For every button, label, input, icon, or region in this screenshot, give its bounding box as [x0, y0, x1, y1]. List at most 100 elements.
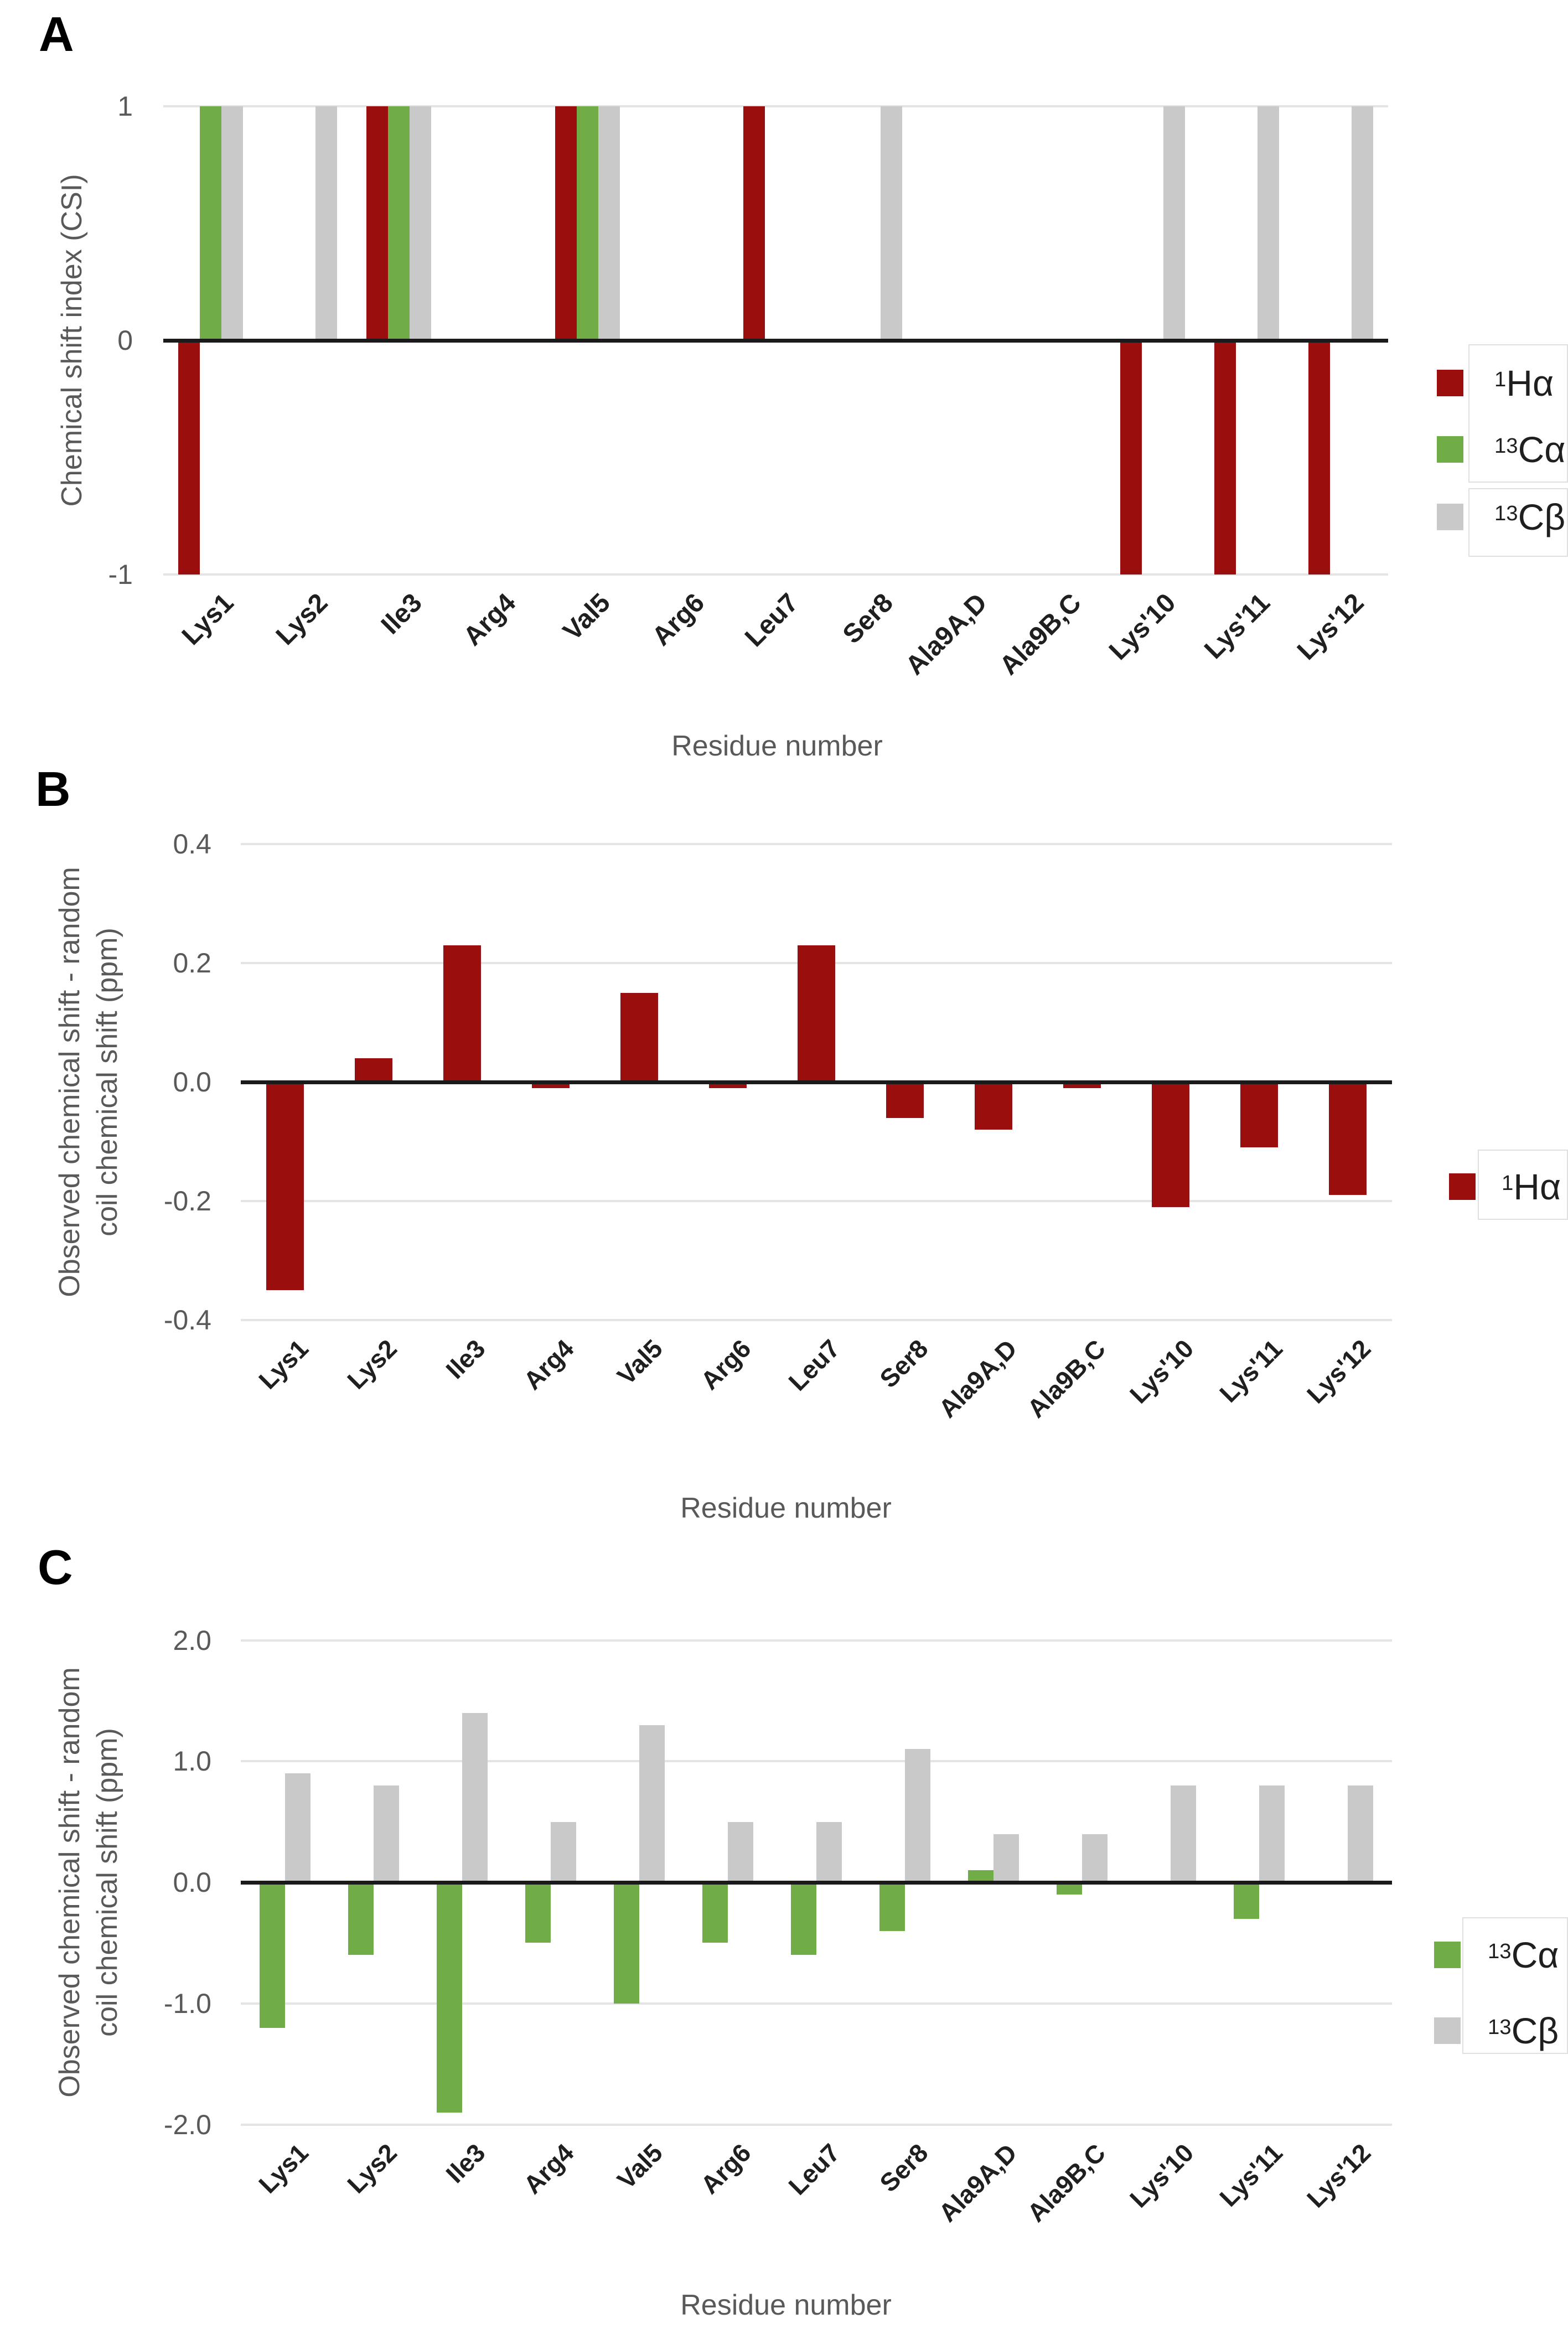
legend-swatch-c-Cβ — [1434, 2017, 1461, 2044]
chart-a-legend-box-lower — [1468, 488, 1568, 557]
panel-label-a: A — [39, 7, 74, 61]
bar-c-13Ca-Lys'11 — [1234, 1882, 1259, 1919]
chart-c-x-axis-title: Residue number — [680, 2289, 892, 2321]
bar-c-13Ca-Lys2 — [348, 1882, 374, 1955]
chart-c-x-label-Lys'10: Lys'10 — [1124, 2138, 1199, 2213]
chart-c-x-label-Ser8: Ser8 — [874, 2138, 934, 2198]
legend-label-a-Cβ: 13Cβ — [1494, 496, 1566, 537]
chart-b-y-tick--0.2: -0.2 — [163, 1186, 211, 1217]
bar-b-1Ha-Lys2 — [355, 1058, 392, 1082]
legend-swatch-a-Cα — [1437, 436, 1463, 463]
chart-b-zero-axis — [241, 1080, 1392, 1084]
chart-c-y-tick--2.0: -2.0 — [163, 2109, 211, 2140]
legend-swatch-a-Cβ — [1437, 504, 1463, 530]
chart-c-x-label-Arg4: Arg4 — [518, 2138, 579, 2199]
bar-a-1Ha-Val5 — [555, 106, 577, 340]
chart-a-x-axis-title: Residue number — [671, 730, 883, 762]
chart-c-x-label-Val5: Val5 — [611, 2138, 668, 2195]
chart-c-y-axis-title-line1: Observed chemical shift - random — [54, 1667, 86, 2098]
panel-label-c: C — [38, 1540, 73, 1595]
bar-b-1Ha-Lys'10 — [1152, 1082, 1189, 1207]
bar-c-13Ca-Ile3 — [437, 1882, 462, 2113]
bar-b-1Ha-Ala9B,C — [1063, 1082, 1101, 1088]
bar-c-13Cb-Leu7 — [816, 1821, 842, 1882]
chart-c-x-label-Lys2: Lys2 — [341, 2138, 402, 2199]
bar-a-1Ha-Lys'12 — [1308, 340, 1331, 575]
chart-a-x-label-Ala9A,D: Ala9A,D — [900, 588, 993, 681]
bar-c-13Ca-Ala9A,D — [968, 1870, 993, 1882]
bar-b-1Ha-Lys1 — [266, 1082, 304, 1291]
chart-a-y-tick-0: 0 — [117, 325, 133, 356]
bar-a-13Cb-Lys'10 — [1163, 106, 1185, 340]
chart-b-x-label-Ser8: Ser8 — [874, 1334, 934, 1394]
chart-a-y-tick-1: 1 — [117, 91, 133, 122]
bar-a-13Cb-Val5 — [598, 106, 620, 340]
chart-a-x-label-Lys'11: Lys'11 — [1198, 588, 1276, 665]
chart-a-x-label-Ile3: Ile3 — [375, 588, 428, 640]
bar-c-13Cb-Arg4 — [551, 1821, 576, 1882]
bar-a-1Ha-Lys1 — [178, 340, 200, 575]
chart-b-y-axis-title-line1: Observed chemical shift - random — [54, 867, 86, 1297]
chart-a-x-label-Ser8: Ser8 — [837, 588, 899, 650]
bar-b-1Ha-Lys'12 — [1329, 1082, 1367, 1195]
bar-c-13Cb-Lys'12 — [1348, 1785, 1373, 1882]
chart-a-gridline-1 — [163, 105, 1388, 107]
chart-b-gridline--0.2 — [241, 1200, 1392, 1202]
legend-swatch-a-Hα — [1437, 370, 1463, 396]
chart-a-x-label-Lys2: Lys2 — [270, 588, 334, 651]
legend-swatch-c-Cα — [1434, 1942, 1461, 1968]
chart-c-gridline--1.0 — [241, 2002, 1392, 2005]
chart-a-legend-box-upper — [1468, 344, 1568, 483]
chart-b-x-label-Arg6: Arg6 — [695, 1334, 757, 1395]
chart-c-x-label-Lys'12: Lys'12 — [1301, 2138, 1376, 2213]
chart-b-x-label-Ala9A,D: Ala9A,D — [933, 1334, 1022, 1424]
bar-c-13Ca-Arg6 — [702, 1882, 728, 1943]
chart-c-gridline--2.0 — [241, 2123, 1392, 2126]
chart-b-x-label-Lys1: Lys1 — [253, 1334, 314, 1395]
legend-label-a-Cα: 13Cα — [1494, 429, 1566, 470]
bar-c-13Cb-Val5 — [639, 1725, 665, 1882]
bar-a-13Ca-Ile3 — [388, 106, 410, 340]
chart-c-x-label-Ala9A,D: Ala9A,D — [933, 2138, 1022, 2228]
bar-c-13Cb-Ala9A,D — [993, 1834, 1019, 1882]
bar-a-13Ca-Lys1 — [199, 106, 221, 340]
bar-a-1Ha-Leu7 — [743, 106, 765, 340]
bar-b-1Ha-Ala9A,D — [975, 1082, 1012, 1130]
legend-label-c-Cβ: 13Cβ — [1488, 2010, 1559, 2051]
legend-label-superscript: 1 — [1494, 367, 1507, 391]
chart-c-gridline-2.0 — [241, 1639, 1392, 1642]
bar-c-13Cb-Lys2 — [374, 1785, 399, 1882]
panel-label-b: B — [35, 762, 71, 816]
legend-label-c-Cα: 13Cα — [1488, 1934, 1559, 1975]
chart-b-x-label-Ala9B,C: Ala9B,C — [1021, 1334, 1111, 1424]
chart-c-x-label-Lys'11: Lys'11 — [1214, 2138, 1288, 2212]
chart-a-x-label-Lys'10: Lys'10 — [1103, 588, 1182, 666]
bar-a-1Ha-Ile3 — [366, 106, 389, 340]
chart-a-x-label-Leu7: Leu7 — [739, 588, 805, 653]
bar-c-13Cb-Lys'11 — [1259, 1785, 1285, 1882]
chart-b-x-label-Ile3: Ile3 — [440, 1334, 491, 1385]
chart-c-x-label-Leu7: Leu7 — [783, 2138, 845, 2201]
bar-c-13Cb-Lys'10 — [1171, 1785, 1196, 1882]
chart-c-gridline-1.0 — [241, 1760, 1392, 1763]
bar-a-13Cb-Ile3 — [410, 106, 432, 340]
bar-a-13Cb-Lys'12 — [1352, 106, 1374, 340]
chart-a-x-label-Val5: Val5 — [557, 588, 616, 646]
chart-b-legend-box — [1478, 1150, 1568, 1220]
chart-b-gridline--0.4 — [241, 1319, 1392, 1321]
bar-c-13Cb-Arg6 — [728, 1821, 753, 1882]
chart-c-x-label-Arg6: Arg6 — [695, 2138, 757, 2199]
legend-swatch-b-Hα — [1449, 1173, 1476, 1200]
bar-c-13Cb-Lys1 — [285, 1773, 311, 1882]
bar-c-13Cb-Ser8 — [905, 1749, 930, 1882]
bar-a-13Cb-Lys2 — [315, 106, 337, 340]
chart-c-x-label-Lys1: Lys1 — [253, 2138, 314, 2199]
bar-b-1Ha-Val5 — [620, 992, 658, 1082]
chart-a-x-label-Lys1: Lys1 — [176, 588, 239, 651]
legend-label-superscript: 1 — [1502, 1171, 1514, 1195]
bar-c-13Ca-Lys1 — [260, 1882, 285, 2028]
chart-b-gridline-0.4 — [241, 843, 1392, 845]
chart-b-y-tick-0.2: 0.2 — [173, 948, 211, 979]
chart-b-x-label-Lys'12: Lys'12 — [1301, 1334, 1376, 1409]
bar-c-13Cb-Ile3 — [462, 1712, 488, 1882]
